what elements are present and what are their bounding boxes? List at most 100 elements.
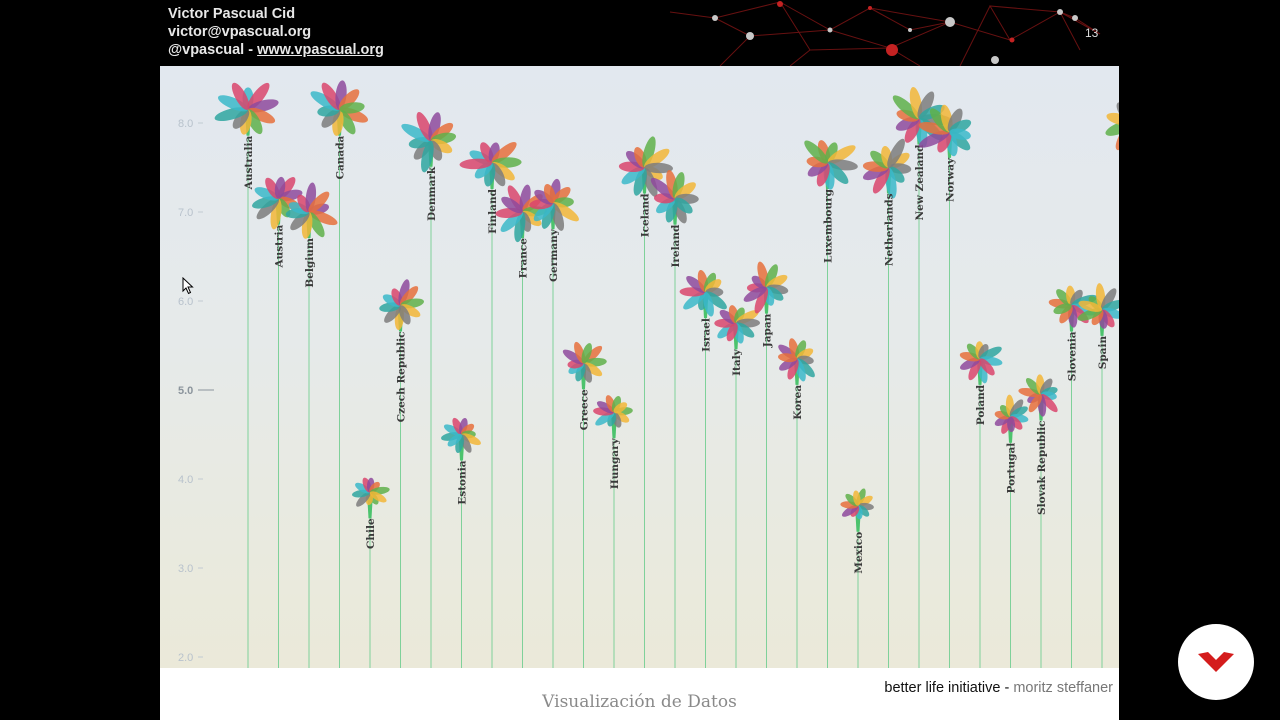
author-handle-line: @vpascual - www.vpascual.org bbox=[168, 41, 384, 59]
flower-japan[interactable] bbox=[742, 260, 790, 668]
author-info: Victor Pascual Cid victor@vpascual.org @… bbox=[168, 5, 384, 59]
flower-petal bbox=[1105, 121, 1119, 136]
country-label: Czech Republic bbox=[396, 331, 408, 422]
flower-finland[interactable] bbox=[459, 139, 522, 668]
flower-poland[interactable] bbox=[958, 341, 1003, 668]
flower-slovak-republic[interactable] bbox=[1018, 374, 1060, 668]
flower-canada[interactable] bbox=[308, 80, 370, 668]
flower-petal bbox=[401, 123, 432, 143]
flower-petal bbox=[644, 148, 670, 169]
flower-netherlands[interactable] bbox=[861, 137, 912, 668]
country-label: Ireland bbox=[670, 224, 682, 268]
flower-luxembourg[interactable] bbox=[801, 137, 858, 668]
flower-petal bbox=[1006, 416, 1016, 433]
slide-number: 13 bbox=[1085, 26, 1099, 40]
y-tick-label: 4.0 bbox=[178, 474, 193, 486]
flower-italy[interactable] bbox=[714, 304, 761, 668]
country-label: Slovak Republic bbox=[1036, 420, 1048, 515]
country-label: Israel bbox=[701, 318, 713, 352]
flower-germany[interactable] bbox=[529, 178, 581, 668]
country-label: Italy bbox=[731, 348, 743, 376]
country-label: Germany bbox=[548, 228, 560, 282]
flower-denmark[interactable] bbox=[399, 110, 457, 668]
flower-petal bbox=[443, 424, 462, 436]
flower-australia[interactable] bbox=[213, 80, 280, 668]
flower-petal bbox=[672, 172, 685, 199]
country-label: Japan bbox=[762, 313, 774, 348]
flower-petal bbox=[917, 91, 935, 119]
flower-petal bbox=[827, 145, 856, 165]
flower-petal bbox=[1091, 309, 1104, 326]
author-site-link[interactable]: www.vpascual.org bbox=[257, 42, 384, 58]
flower-petal bbox=[1070, 289, 1083, 306]
country-label: Canada bbox=[335, 135, 347, 179]
flower-petal bbox=[500, 211, 524, 232]
flower-petal bbox=[644, 162, 673, 174]
flower-petal bbox=[650, 177, 676, 200]
flower-petal bbox=[1040, 394, 1058, 413]
flower-ireland[interactable] bbox=[648, 169, 699, 668]
slide-footer: better life initiative - moritz steffane… bbox=[160, 668, 1119, 720]
country-label: Netherlands bbox=[884, 193, 896, 266]
flower-petal bbox=[904, 118, 921, 143]
author-name: Victor Pascual Cid bbox=[168, 6, 296, 22]
flower-norway[interactable] bbox=[917, 104, 973, 668]
country-label: Austria bbox=[274, 224, 286, 268]
flower-petal bbox=[804, 140, 829, 164]
country-label: Chile bbox=[365, 518, 377, 549]
flower-petal bbox=[642, 136, 656, 168]
flower-petal bbox=[918, 130, 950, 148]
flower-petal bbox=[872, 167, 890, 194]
flower-petal bbox=[613, 402, 628, 414]
flower-estonia[interactable] bbox=[440, 416, 482, 668]
flower-petal bbox=[217, 95, 249, 112]
flower-portugal[interactable] bbox=[993, 394, 1029, 668]
footer-title: Visualización de Datos bbox=[542, 692, 737, 712]
flower-korea[interactable] bbox=[776, 337, 817, 668]
y-tick-label: 7.0 bbox=[178, 207, 193, 219]
country-label: Portugal bbox=[1006, 443, 1018, 494]
flower-petal bbox=[705, 291, 727, 310]
flower-petal bbox=[683, 291, 706, 310]
flower-sweden[interactable] bbox=[1104, 93, 1119, 668]
flower-petal bbox=[743, 286, 767, 302]
flower-petal bbox=[461, 433, 481, 446]
logo-badge[interactable] bbox=[1178, 624, 1254, 700]
flower-petal bbox=[543, 184, 556, 204]
flower-iceland[interactable] bbox=[618, 135, 674, 668]
flower-spain[interactable] bbox=[1076, 283, 1119, 668]
country-label: Slovenia bbox=[1067, 331, 1079, 381]
red-chevron-logo-icon bbox=[1198, 652, 1234, 672]
network-graphic-icon bbox=[669, 1, 1101, 66]
flower-petal bbox=[254, 187, 279, 201]
country-label: Spain bbox=[1097, 336, 1109, 370]
flower-petal bbox=[398, 279, 410, 306]
y-tick-label: 8.0 bbox=[178, 118, 193, 130]
flower-petal bbox=[816, 162, 830, 187]
flower-petal bbox=[1028, 394, 1042, 413]
flower-israel[interactable] bbox=[679, 269, 730, 668]
flower-petal bbox=[853, 490, 861, 506]
flower-petal bbox=[247, 107, 276, 124]
credit-author: moritz steffaner bbox=[1013, 680, 1113, 696]
flower-petal bbox=[778, 353, 798, 363]
flower-petal bbox=[1106, 112, 1119, 126]
flower-greece[interactable] bbox=[561, 341, 607, 668]
flower-austria[interactable] bbox=[251, 174, 304, 668]
flower-petal bbox=[459, 158, 493, 170]
country-label: Norway bbox=[945, 157, 957, 202]
flower-petal bbox=[703, 292, 714, 317]
country-label: Denmark bbox=[426, 166, 438, 221]
flower-petal bbox=[491, 142, 517, 164]
flower-mexico[interactable] bbox=[840, 487, 874, 668]
mouse-pointer-icon bbox=[182, 277, 194, 295]
flower-petal bbox=[979, 358, 995, 376]
flower-petal bbox=[1078, 300, 1103, 312]
flower-petal bbox=[726, 323, 738, 342]
flower-petal bbox=[400, 304, 421, 318]
flower-hungary[interactable] bbox=[593, 394, 633, 668]
flower-czech-republic[interactable] bbox=[379, 278, 425, 668]
flower-belgium[interactable] bbox=[285, 182, 339, 668]
flower-chile[interactable] bbox=[352, 476, 391, 668]
credit-main: better life initiative - bbox=[884, 680, 1014, 696]
